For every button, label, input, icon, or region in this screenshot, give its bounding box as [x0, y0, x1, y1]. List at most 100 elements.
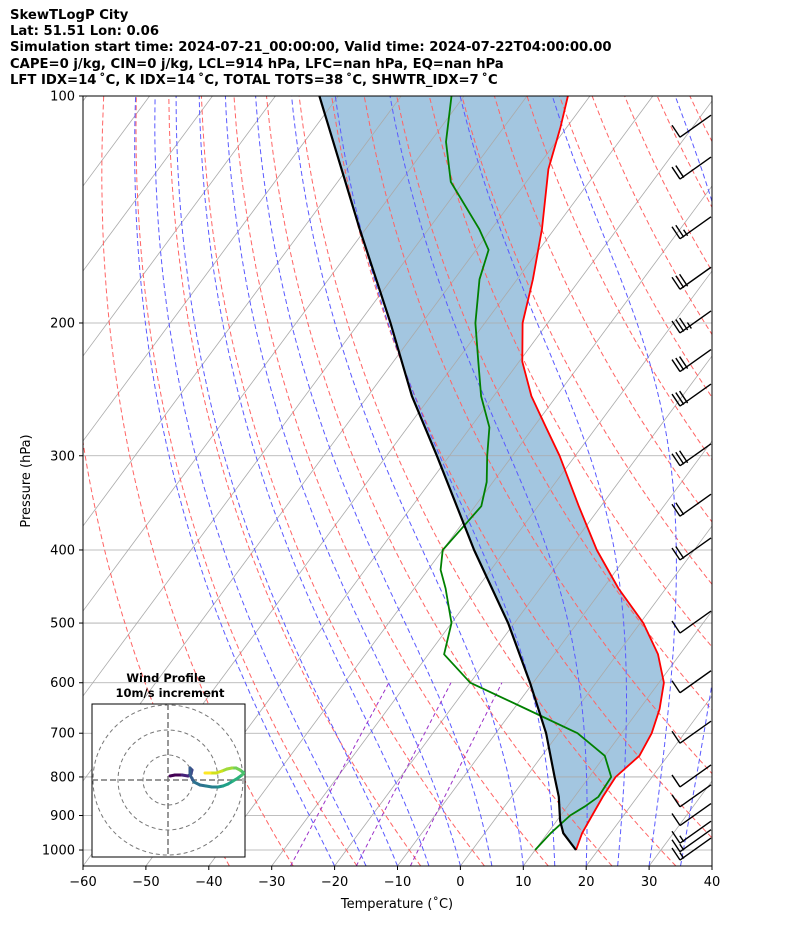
x-tick-label: −30	[258, 875, 285, 890]
isotherm-line	[83, 96, 402, 527]
y-tick-label: 800	[50, 770, 75, 785]
dry-adiabat	[624, 96, 712, 273]
isotherm-line	[522, 610, 712, 866]
barb-half-flag	[679, 835, 685, 843]
barb-staff	[679, 266, 712, 290]
location-line: Lat: 51.51 Lon: 0.06	[10, 24, 160, 40]
isotherm-line	[83, 96, 465, 612]
barb-flag	[679, 450, 689, 464]
x-axis-title: Temperature (˚C)	[340, 896, 453, 912]
moist-adiabat	[711, 863, 712, 866]
mixing-ratio-line	[290, 682, 390, 866]
isotherm-line	[585, 695, 712, 866]
dry-adiabat	[266, 96, 613, 866]
barb-flag	[671, 847, 681, 861]
barb-flag	[671, 453, 681, 467]
barb-flag	[671, 730, 681, 744]
barb-flag	[679, 390, 689, 404]
moist-adiabat-lines	[134, 96, 712, 866]
wind-barb	[671, 348, 712, 373]
barb-half-flag	[683, 229, 689, 237]
dry-adiabat	[298, 96, 677, 866]
isotherm-line	[271, 270, 712, 866]
barb-staff	[679, 820, 712, 844]
barb-flag	[671, 774, 681, 788]
barb-half-flag	[686, 322, 692, 329]
moist-adiabat	[334, 96, 556, 866]
isotherm-line	[83, 96, 88, 102]
moist-adiabat	[459, 96, 627, 866]
x-tick-label: −20	[321, 875, 348, 890]
wind-barb	[671, 216, 712, 240]
barb-flag	[675, 392, 685, 405]
barb-flag	[671, 830, 681, 844]
barb-flag	[671, 839, 681, 853]
wind-barb	[671, 266, 712, 290]
cape-line: CAPE=0 j/kg, CIN=0 j/kg, LCL=914 hPa, LF…	[10, 56, 504, 72]
barb-staff	[679, 837, 712, 861]
x-tick-label: −40	[195, 875, 222, 890]
dry-adiabat	[135, 96, 358, 866]
dry-adiabat	[331, 96, 712, 839]
wind-profile-inset: Wind Profile 10m/s increment	[91, 671, 246, 858]
barb-flag	[671, 226, 681, 240]
temperature-line	[521, 96, 665, 851]
x-tick-label: 40	[704, 875, 721, 890]
barb-staff	[679, 784, 712, 808]
mixing-ratio-lines	[290, 682, 503, 866]
barb-flag	[671, 547, 681, 561]
moist-adiabat	[134, 96, 336, 866]
isotherm-line	[83, 96, 528, 697]
y-axis: 1000 900 800 700 600 500 400 300 200 100	[42, 90, 83, 859]
barb-flag	[675, 224, 685, 238]
time-line: Simulation start time: 2024-07-21_00:00:…	[10, 40, 612, 56]
barb-flag	[671, 794, 681, 808]
barb-flag	[679, 356, 689, 369]
barb-flag	[675, 451, 685, 465]
isotherm-line	[208, 185, 712, 866]
dry-adiabat	[755, 96, 794, 866]
barb-flag	[679, 317, 689, 331]
y-tick-label: 600	[50, 676, 75, 691]
barb-flag	[679, 273, 689, 287]
barb-flag	[671, 359, 681, 372]
y-tick-label: 300	[50, 449, 75, 464]
barb-flag	[675, 546, 685, 559]
wind-barb	[671, 829, 712, 853]
moist-adiabat	[389, 96, 588, 866]
barb-staff	[679, 537, 712, 561]
dry-adiabat	[526, 96, 712, 461]
barb-flag	[671, 166, 681, 180]
inset-subtitle: 10m/s increment	[116, 686, 225, 700]
y-tick-label: 700	[50, 727, 75, 742]
wind-barb	[671, 720, 712, 744]
x-tick-label: 10	[515, 875, 532, 890]
barb-half-flag	[679, 843, 685, 851]
barb-flag	[671, 680, 681, 694]
barb-staff	[679, 216, 712, 240]
dry-adiabat	[722, 96, 794, 866]
barb-staff	[679, 610, 712, 634]
barb-staff	[679, 493, 712, 517]
wind-barbs	[671, 114, 712, 861]
dry-adiabat	[787, 96, 794, 866]
y-axis-title: Pressure (hPa)	[19, 434, 34, 527]
dry-adiabat-lines	[83, 96, 794, 866]
x-tick-label: 20	[578, 875, 595, 890]
dry-adiabat	[363, 96, 712, 775]
parcel-line	[318, 96, 577, 851]
barb-staff	[679, 310, 712, 334]
isotherm-line	[83, 96, 276, 357]
barb-staff	[679, 764, 712, 788]
wind-barb	[671, 837, 712, 861]
barb-flag	[671, 276, 681, 290]
chart-header: SkewTLogP City Lat: 51.51 Lon: 0.06 Simu…	[10, 8, 612, 89]
barb-flag	[671, 620, 681, 634]
wind-barb	[671, 670, 712, 694]
wind-barb	[671, 383, 712, 407]
moist-adiabat	[291, 96, 524, 866]
moist-adiabat	[255, 96, 493, 866]
wind-barb	[671, 156, 712, 180]
index-line: LFT IDX=14 ˚C, K IDX=14 ˚C, TOTAL TOTS=3…	[10, 72, 498, 88]
